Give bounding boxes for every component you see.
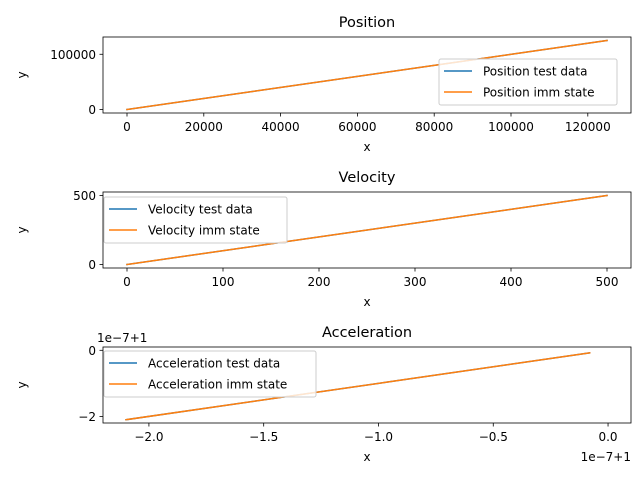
position-legend-label: Position test data xyxy=(483,65,587,79)
position-ylabel: y xyxy=(15,71,29,78)
acceleration-x-tick-label: −1.0 xyxy=(364,430,393,444)
velocity-x-tick-label: 200 xyxy=(308,275,331,289)
position-x-tick-label: 80000 xyxy=(415,120,453,134)
position-legend-label: Position imm state xyxy=(483,86,594,100)
velocity-x-tick-label: 0 xyxy=(123,275,131,289)
acceleration-y-offset: 1e−7+1 xyxy=(97,331,147,345)
velocity-legend: Velocity test data Velocity imm state xyxy=(103,196,288,244)
acceleration-legend-label: Acceleration imm state xyxy=(148,378,287,392)
acceleration-title: Acceleration xyxy=(322,325,412,341)
position-x-tick-label: 100000 xyxy=(488,120,534,134)
velocity-axes-frame xyxy=(102,191,632,269)
velocity-legend-label: Velocity imm state xyxy=(148,224,260,238)
acceleration-y-tick-label: −2 xyxy=(78,410,96,424)
position-y-tick-label: 100000 xyxy=(50,48,96,62)
velocity-x-tick-label: 500 xyxy=(596,275,619,289)
position-xlabel: x xyxy=(363,140,370,154)
acceleration-xlabel: x xyxy=(363,450,370,464)
acceleration-x-tick-label: −1.5 xyxy=(249,430,278,444)
acceleration-y-tick-label: 0 xyxy=(88,344,96,358)
velocity-title: Velocity xyxy=(339,170,396,186)
acceleration-panel: Acceleration x y 1e−7+1 1e−7+1 −2.0 −1.5 −… xyxy=(15,325,632,464)
acceleration-legend-label: Acceleration test data xyxy=(148,357,280,371)
position-panel: Position x y 0 20000 40000 60000 80000 100000… xyxy=(15,15,632,154)
velocity-x-tick-label: 100 xyxy=(212,275,235,289)
acceleration-legend-box xyxy=(103,350,317,398)
position-axes-frame xyxy=(102,36,632,114)
acceleration-x-tick-label: −0.5 xyxy=(479,430,508,444)
position-y-tick-label: 0 xyxy=(88,103,96,117)
acceleration-legend: Acceleration test data Acceleration imm s… xyxy=(103,350,317,398)
velocity-series-1-line xyxy=(126,194,608,266)
velocity-legend-box xyxy=(103,196,288,244)
velocity-legend-label: Velocity test data xyxy=(148,203,253,217)
position-x-tick-label: 60000 xyxy=(338,120,376,134)
position-x-tick-label: 20000 xyxy=(185,120,223,134)
velocity-y-tick-label: 0 xyxy=(88,258,96,272)
position-x-tick-label: 0 xyxy=(123,120,131,134)
velocity-xlabel: x xyxy=(363,295,370,309)
acceleration-axes-frame xyxy=(102,346,632,424)
velocity-x-tick-label: 400 xyxy=(500,275,523,289)
position-series-1-line xyxy=(126,39,608,111)
velocity-ylabel: y xyxy=(15,226,29,233)
acceleration-x-tick-label: −2.0 xyxy=(134,430,163,444)
velocity-x-tick-label: 300 xyxy=(404,275,427,289)
acceleration-x-offset: 1e−7+1 xyxy=(581,450,631,464)
position-x-tick-label: 120000 xyxy=(565,120,611,134)
position-x-tick-label: 40000 xyxy=(262,120,300,134)
position-title: Position xyxy=(339,15,395,31)
position-legend-box xyxy=(438,58,618,106)
velocity-panel: Velocity x y 0 100 200 300 400 500 0 500 Velocit… xyxy=(15,170,632,309)
acceleration-series-1-line xyxy=(125,352,591,421)
acceleration-x-tick-label: 0.0 xyxy=(598,430,617,444)
position-legend: Position test data Position imm state xyxy=(438,58,618,106)
acceleration-ylabel: y xyxy=(15,381,29,388)
velocity-y-tick-label: 500 xyxy=(73,189,96,203)
